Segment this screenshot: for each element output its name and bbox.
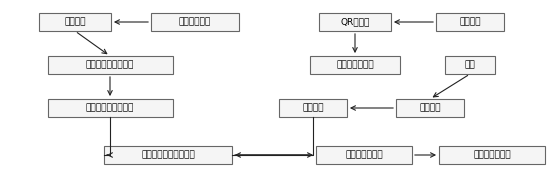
FancyBboxPatch shape <box>319 13 391 31</box>
Text: 加密图像: 加密图像 <box>420 103 440 112</box>
Text: 含水印灰度图像: 含水印灰度图像 <box>473 150 511 159</box>
FancyBboxPatch shape <box>396 99 464 117</box>
Text: 小波分解: 小波分解 <box>64 17 86 26</box>
Text: 全息水印: 全息水印 <box>302 103 324 112</box>
Text: 二级逆小波变换: 二级逆小波变换 <box>345 150 383 159</box>
Text: 嵌入水印后的系数矩阵: 嵌入水印后的系数矩阵 <box>141 150 195 159</box>
FancyBboxPatch shape <box>47 99 172 117</box>
Text: 对低频系数小波分解: 对低频系数小波分解 <box>86 60 134 69</box>
FancyBboxPatch shape <box>39 13 111 31</box>
FancyBboxPatch shape <box>47 56 172 74</box>
FancyBboxPatch shape <box>439 146 545 164</box>
FancyBboxPatch shape <box>151 13 239 31</box>
FancyBboxPatch shape <box>310 56 400 74</box>
Text: 字符信息: 字符信息 <box>459 17 481 26</box>
FancyBboxPatch shape <box>445 56 495 74</box>
Text: 对角线分量系数矩阵: 对角线分量系数矩阵 <box>86 103 134 112</box>
Text: QR二维码: QR二维码 <box>341 17 370 26</box>
FancyBboxPatch shape <box>316 146 412 164</box>
FancyBboxPatch shape <box>279 99 347 117</box>
FancyBboxPatch shape <box>436 13 504 31</box>
Text: 原始灰度图像: 原始灰度图像 <box>179 17 211 26</box>
Text: 待嵌入二值水印: 待嵌入二值水印 <box>336 60 374 69</box>
Text: 密鑰: 密鑰 <box>465 60 475 69</box>
FancyBboxPatch shape <box>104 146 232 164</box>
